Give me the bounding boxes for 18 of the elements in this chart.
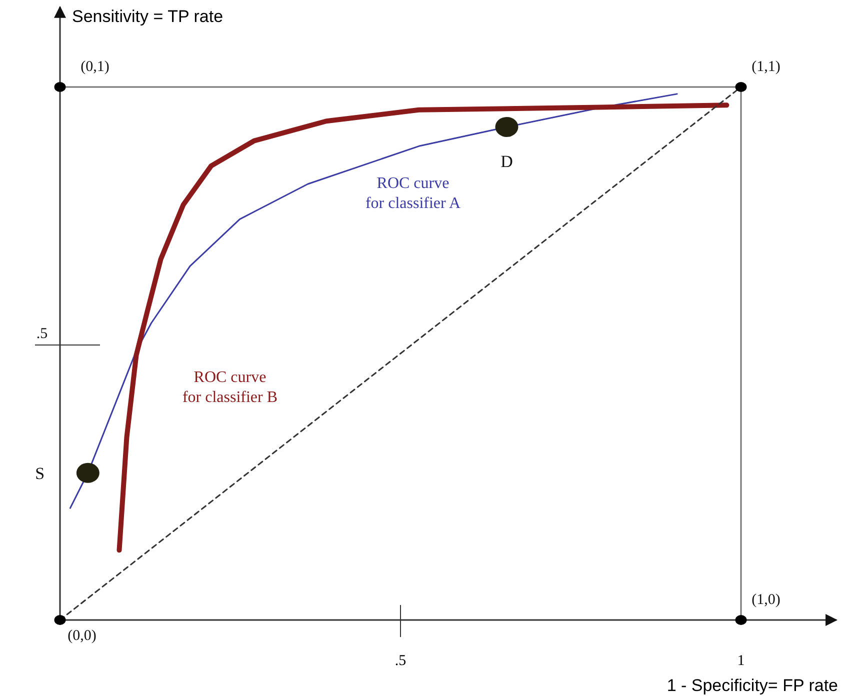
x-tick-label: 1 <box>737 653 745 669</box>
point <box>76 462 100 483</box>
x-axis-title: 1 - Specificity= FP rate <box>666 676 838 695</box>
point <box>735 615 747 625</box>
annotation: S <box>35 464 45 483</box>
y-axis-title: Sensitivity = TP rate <box>72 7 224 26</box>
text: .5 <box>36 326 48 342</box>
point <box>735 82 747 92</box>
annotation: (1,1) <box>752 59 780 75</box>
point <box>495 116 518 137</box>
series-label: ROC curve for classifier A <box>365 175 461 212</box>
annotation: D <box>500 152 513 171</box>
point <box>54 82 66 92</box>
text: ROC curve for classifier B <box>182 369 278 406</box>
annotation: (1,0) <box>752 592 780 608</box>
point <box>54 615 66 625</box>
annotation: (0,1) <box>80 59 110 75</box>
annotation: (0,0) <box>68 628 96 644</box>
